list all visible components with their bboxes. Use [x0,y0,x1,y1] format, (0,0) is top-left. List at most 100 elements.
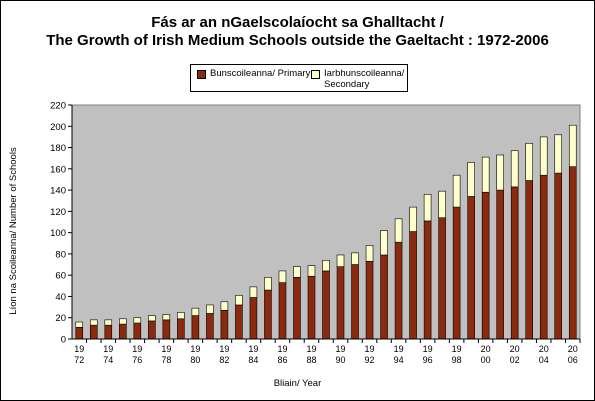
x-tick-label-century: 19 [248,344,258,354]
y-tick-label: 120 [50,207,66,218]
y-tick-label: 220 [50,101,66,112]
x-tick-label-year: 92 [365,355,375,365]
x-tick-label-year: 72 [74,355,84,365]
x-tick-label-year: 90 [336,355,346,365]
bar-secondary [568,124,577,167]
bar-secondary [496,154,504,191]
bar-primary [554,172,563,340]
x-tick-label-century: 19 [103,344,113,354]
bar-secondary [394,218,403,243]
x-tick-label-century: 19 [394,344,404,354]
bar-secondary [322,259,330,272]
bar-primary [220,309,229,340]
bar-primary [206,313,214,340]
bar-primary [278,282,287,340]
bar-secondary [365,245,374,262]
x-tick-label-year: 94 [394,355,404,365]
bar-secondary [133,317,142,324]
bar-secondary [220,301,229,311]
y-axis-label: Líon na Scoileanna/ Number of Schools [8,147,19,315]
y-tick-label: 200 [50,122,66,133]
y-tick-label: 180 [50,143,66,154]
x-tick-label-century: 19 [452,344,462,354]
bar-secondary [148,315,156,322]
bar-primary [496,189,504,340]
bar-secondary [235,295,243,306]
x-tick-label-century: 19 [365,344,375,354]
y-tick-label: 140 [50,186,66,197]
x-tick-label-year: 88 [306,355,316,365]
bar-secondary [75,321,84,328]
x-tick-label-century: 19 [277,344,287,354]
x-tick-label-year: 04 [539,355,549,365]
bar-primary [510,186,519,340]
bar-primary [380,254,388,340]
legend: Bunscoileanna/ Primary Iarbhunscoileanna… [190,64,408,92]
bar-primary [293,277,301,340]
bar-primary [336,266,345,340]
bar-primary [438,217,446,340]
bar-primary [133,322,142,340]
bar-primary [467,196,475,340]
bar-secondary [89,319,98,326]
bar-primary [539,174,548,340]
x-axis-label: Bliain/ Year [273,378,322,389]
bar-primary [104,324,113,340]
bar-secondary [119,318,127,325]
bar-secondary [525,142,533,181]
x-tick-label-century: 19 [132,344,142,354]
y-tick-label: 0 [61,335,66,346]
x-tick-label-year: 74 [103,355,113,365]
x-tick-label-century: 19 [336,344,346,354]
bar-secondary [438,190,446,219]
bar-secondary [409,206,417,232]
bar-secondary [539,136,548,176]
x-tick-label-year: 00 [481,355,491,365]
bar-primary [162,319,171,340]
bar-primary [481,191,490,340]
y-tick-label: 40 [55,292,66,303]
bar-secondary [452,174,461,208]
legend-swatch-secondary [311,70,320,79]
bar-secondary [307,265,316,277]
x-tick-label-year: 76 [132,355,142,365]
bar-primary [452,206,461,340]
bar-primary [119,323,127,340]
x-tick-label-year: 98 [452,355,462,365]
legend-label-primary: Bunscoileanna/ Primary [210,68,311,79]
bar-secondary [467,162,475,197]
bar-secondary [293,266,301,278]
x-tick-label-year: 78 [161,355,171,365]
x-tick-label-century: 19 [423,344,433,354]
legend-item-secondary: Iarbhunscoileanna/ Secondary [311,68,404,90]
bar-secondary [249,286,258,298]
bar-primary [177,318,185,340]
bar-primary [235,304,243,340]
chart-title-irish: Fás ar an nGaelscolaíocht sa Ghalltacht … [151,14,444,31]
x-tick-label-year: 84 [248,355,258,365]
bar-primary [423,220,432,340]
bar-primary [307,275,316,340]
x-tick-label-century: 20 [481,344,491,354]
x-tick-label-year: 02 [510,355,520,365]
bar-primary [264,289,272,340]
bar-primary [409,231,417,340]
x-tick-label-year: 06 [568,355,578,365]
bar-secondary [104,319,113,326]
bar-primary [394,241,403,340]
x-tick-label-year: 86 [277,355,287,365]
x-tick-label-century: 20 [539,344,549,354]
x-tick-label-century: 20 [510,344,520,354]
bar-primary [322,270,330,340]
bar-secondary [351,252,359,265]
bar-primary [351,264,359,340]
bar-primary [568,166,577,340]
bar-secondary [177,312,185,320]
x-tick-label-year: 96 [423,355,433,365]
bar-secondary [554,134,563,174]
bar-secondary [162,314,171,321]
legend-swatch-primary [197,70,206,79]
bar-secondary [278,270,287,283]
